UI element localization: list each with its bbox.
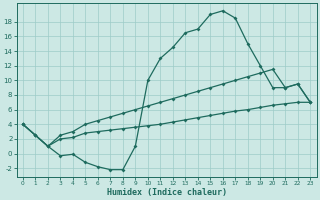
X-axis label: Humidex (Indice chaleur): Humidex (Indice chaleur) — [107, 188, 227, 197]
